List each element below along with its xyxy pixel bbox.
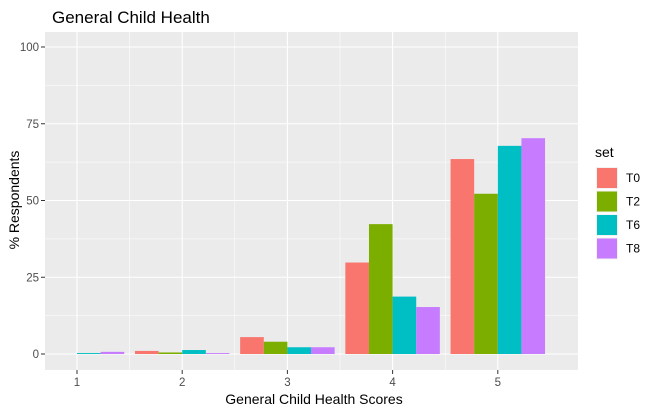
bar-T2-2	[158, 352, 183, 354]
x-tick-label: 2	[179, 377, 185, 389]
bar-T0-2	[134, 350, 159, 354]
bars	[77, 138, 546, 354]
bar-T6-5	[497, 145, 522, 354]
y-tick-label: 50	[26, 196, 39, 208]
legend: set T0 T2 T6 T8	[595, 144, 640, 260]
legend-label-T6: T6	[626, 218, 640, 232]
bar-T8-3	[311, 347, 335, 354]
legend-label-T0: T0	[626, 171, 640, 185]
y-tick-label: 0	[33, 349, 39, 361]
bar-T8-1	[100, 351, 125, 354]
x-axis-title: General Child Health Scores	[225, 391, 402, 407]
bar-T2-3	[263, 341, 288, 354]
legend-swatch-T8	[597, 238, 617, 259]
x-tick-label: 1	[74, 377, 80, 389]
legend-title: set	[595, 144, 614, 160]
x-tick-label: 5	[495, 377, 501, 389]
y-axis: 0 25 50 75 100	[20, 42, 45, 361]
bar-T6-3	[287, 347, 312, 354]
bar-T2-4	[368, 224, 393, 354]
bar-T0-3	[240, 337, 264, 354]
bar-T0-4	[345, 262, 369, 354]
x-tick-label: 4	[389, 377, 396, 389]
legend-swatch-T0	[597, 168, 617, 188]
y-tick-label: 75	[26, 119, 39, 131]
y-tick-label: 25	[26, 272, 39, 284]
bar-T2-5	[474, 193, 498, 354]
x-axis: 1 2 3 4 5	[74, 370, 501, 389]
y-axis-title: % Respondents	[6, 151, 22, 250]
chart-title: General Child Health	[52, 8, 210, 27]
x-tick-label: 3	[284, 377, 290, 389]
bar-T6-1	[77, 353, 101, 354]
bar-T8-2	[205, 353, 230, 354]
legend-label-T8: T8	[626, 242, 640, 256]
bar-T6-2	[182, 350, 206, 354]
y-tick-label: 100	[20, 42, 39, 54]
legend-swatch-T6	[597, 215, 617, 235]
bar-T0-5	[450, 159, 475, 354]
bar-T8-4	[416, 307, 440, 354]
bar-T6-4	[392, 296, 417, 354]
legend-label-T2: T2	[626, 195, 640, 209]
bar-T8-5	[521, 138, 546, 354]
legend-swatch-T2	[597, 191, 617, 212]
